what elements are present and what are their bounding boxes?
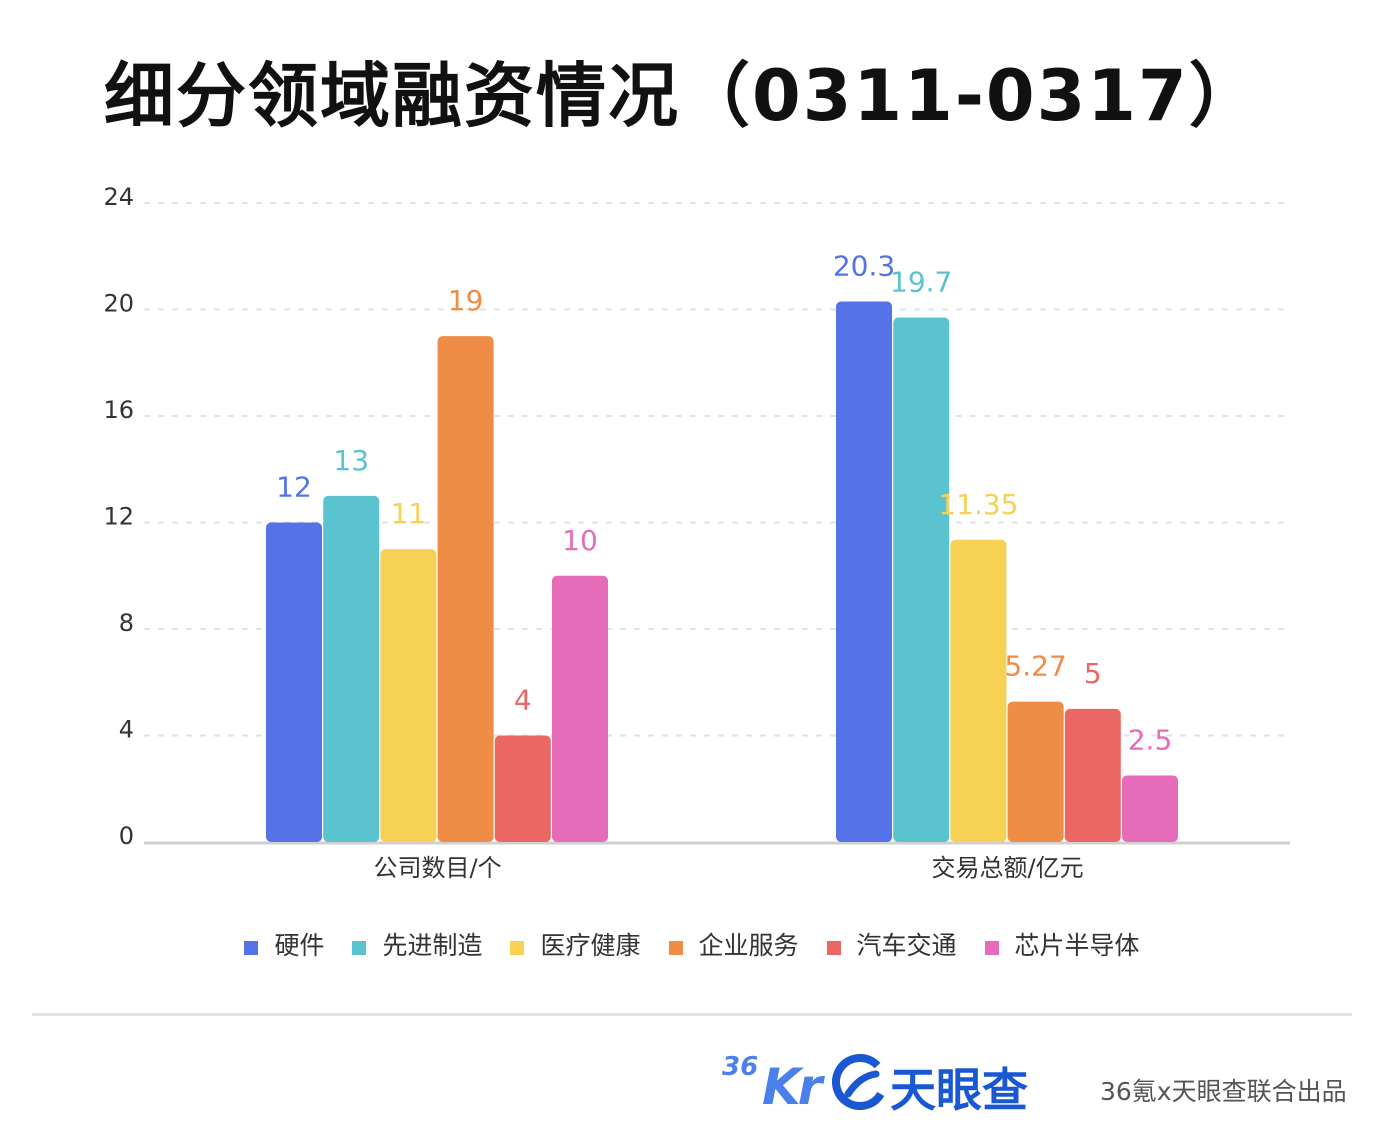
bar [494, 735, 551, 842]
legend-label: 先进制造 [382, 931, 483, 960]
bar-chart: 0 4 8 12 16 20 24 12 13 11 19 4 10 公司数目/个 20.319.7 11.3… [103, 183, 1290, 882]
legend-item: 先进制造 [352, 926, 482, 962]
legend-item: 汽车交通 [826, 926, 957, 962]
legend-label: 汽车交通 [856, 931, 957, 960]
legend-item: 企业服务 [668, 926, 799, 962]
data-label: 12 [276, 471, 312, 504]
legend-swatch [244, 941, 259, 955]
x-category-label: 交易总额/亿元 [932, 854, 1084, 882]
data-label: 2.5 [1128, 723, 1173, 756]
legend-swatch [510, 941, 525, 955]
y-tick-label: 8 [119, 609, 134, 637]
bar [266, 522, 322, 842]
bar [836, 301, 892, 842]
bar [1007, 701, 1064, 842]
tianyancha-logo-text: 天眼查 [890, 1063, 1028, 1117]
bar [323, 495, 380, 842]
legend-swatch [984, 941, 999, 955]
logo-36kr-number: 36 [722, 1052, 759, 1082]
bar [380, 549, 437, 842]
y-tick-label: 20 [103, 290, 134, 318]
legend-label: 芯片半导体 [1014, 931, 1140, 960]
data-label: 19.7 [890, 265, 952, 298]
data-label: 10 [562, 524, 598, 557]
bar [893, 317, 950, 842]
bar [1064, 708, 1121, 842]
footer-divider [32, 1013, 1352, 1016]
y-tick-label: 24 [103, 183, 134, 211]
bar [1122, 775, 1178, 842]
credit-text: 36氪x天眼查联合出品 [1100, 1077, 1347, 1106]
legend: 硬件 先进制造 医疗健康 企业服务 汽车交通 芯片半导体 [0, 924, 1384, 964]
data-label: 13 [333, 444, 369, 477]
legend-label: 企业服务 [698, 931, 799, 960]
data-label: 19 [448, 284, 484, 317]
legend-item: 芯片半导体 [984, 926, 1140, 962]
y-tick-label: 12 [103, 503, 134, 531]
data-label: 5 [1084, 657, 1102, 690]
data-label: 4 [514, 684, 532, 717]
legend-swatch [352, 941, 367, 955]
logo-36kr: 36 Kr [722, 1052, 822, 1116]
data-label: 20.3 [833, 250, 895, 283]
x-category-label: 公司数目/个 [374, 854, 502, 882]
bar [950, 539, 1007, 842]
legend-label: 硬件 [274, 931, 325, 960]
bar [437, 336, 494, 842]
legend-label: 医疗健康 [540, 931, 641, 960]
legend-swatch [826, 941, 841, 955]
data-label: 11 [391, 497, 427, 530]
legend-swatch [668, 941, 683, 955]
bar [552, 575, 608, 842]
y-tick-label: 0 [119, 822, 134, 850]
legend-item: 医疗健康 [510, 926, 641, 962]
logo-36kr-letters: Kr [762, 1058, 822, 1116]
data-label: 5.27 [1004, 650, 1066, 683]
data-label: 11.35 [938, 488, 1018, 521]
tianyancha-logo-icon [832, 1054, 888, 1110]
chart-title: 细分领域融资情况（0311-0317） [104, 55, 1261, 137]
y-tick-label: 4 [119, 716, 134, 744]
legend-item: 硬件 [244, 926, 324, 962]
y-tick-label: 16 [103, 396, 134, 424]
